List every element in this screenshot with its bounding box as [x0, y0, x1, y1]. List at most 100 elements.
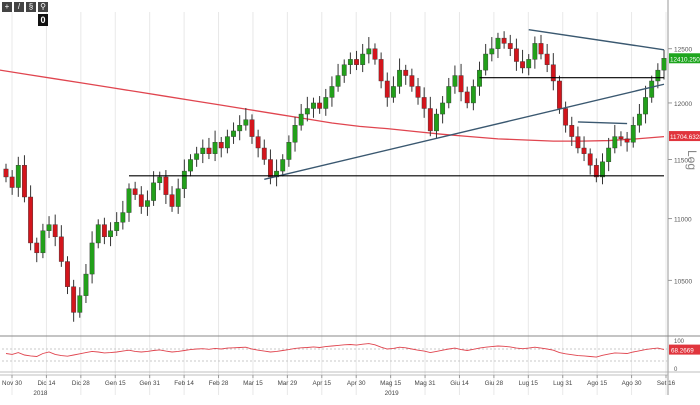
candle-body	[261, 147, 267, 160]
x-tick-label: Set 16	[657, 380, 676, 387]
candle	[409, 68, 415, 92]
candle-body	[163, 176, 169, 195]
candle-body	[427, 108, 433, 132]
zero-badge[interactable]: 0	[38, 14, 48, 26]
candle-body	[212, 142, 218, 154]
candle-body	[520, 61, 525, 69]
candle-body	[237, 125, 243, 132]
y-tick-label: 10500	[674, 278, 692, 285]
candle-body	[557, 80, 562, 109]
candle-body	[175, 188, 181, 207]
candle-body	[335, 75, 341, 87]
candle	[372, 43, 378, 65]
x-tick-label: Dic 14	[37, 380, 55, 387]
candle	[397, 58, 402, 94]
candle	[513, 38, 519, 71]
x-tick-label: Gen 15	[105, 380, 126, 387]
x-tick-label: Mag 15	[380, 380, 402, 387]
candle-body	[292, 125, 298, 143]
candle-body	[200, 147, 206, 154]
candle	[624, 131, 630, 152]
x-tick-label: Dic 28	[72, 380, 90, 387]
ma-200-line	[0, 69, 665, 142]
candle-body	[224, 136, 230, 149]
candle-body	[188, 159, 193, 172]
candle	[274, 159, 279, 187]
candle	[52, 214, 58, 247]
ma-value-tag-bg	[669, 131, 700, 142]
candle-body	[661, 58, 667, 71]
candle-body	[89, 242, 95, 275]
candle	[329, 76, 335, 107]
moving-average-line	[0, 69, 665, 142]
y-tick-label: 12000	[674, 101, 692, 108]
candle	[249, 114, 255, 144]
candle-body	[120, 212, 126, 223]
candle-body	[649, 80, 655, 98]
candle	[366, 37, 372, 64]
y-axis: 12500 12000 11500 11000 10500 Log	[667, 0, 699, 395]
candle	[587, 148, 593, 175]
candle-body	[470, 86, 476, 104]
candle-body	[22, 165, 27, 198]
candle	[378, 52, 384, 89]
candle	[65, 256, 70, 295]
candle	[120, 200, 126, 230]
candle	[464, 86, 470, 109]
candle	[489, 37, 495, 62]
candle-body	[421, 97, 427, 109]
candle-body	[243, 119, 249, 126]
candle	[218, 136, 224, 158]
candle-body	[304, 108, 310, 115]
candle	[28, 185, 34, 251]
candle	[391, 76, 396, 103]
trendlines	[128, 29, 665, 180]
candle	[206, 137, 212, 160]
candle	[655, 63, 661, 89]
candle-body	[366, 48, 372, 55]
zoom-tool-icon[interactable]: ⚲	[38, 2, 48, 12]
candle	[354, 50, 359, 71]
candle-body	[384, 80, 390, 98]
candle-body	[581, 147, 587, 154]
candle	[403, 64, 409, 85]
crosshair-tool-icon[interactable]: +	[2, 2, 12, 12]
candle	[132, 181, 138, 200]
line-tool-icon[interactable]: /	[14, 2, 24, 12]
chart-toolbar: + / § ⚲	[2, 2, 48, 12]
candle	[181, 159, 187, 199]
last-price-tag: 12410.2500	[670, 56, 700, 63]
candle-body	[434, 113, 439, 132]
candle-body	[550, 64, 556, 82]
candle	[194, 146, 200, 167]
candle-body	[126, 188, 132, 213]
candle-body	[489, 48, 495, 55]
oscillator-line	[5, 343, 665, 358]
candle	[292, 116, 298, 152]
candle-body	[409, 75, 415, 87]
candle-body	[157, 176, 163, 184]
candle	[593, 158, 599, 183]
candle	[317, 96, 323, 114]
candle	[175, 178, 181, 214]
candle-body	[138, 194, 144, 207]
candle-body	[298, 113, 304, 126]
candle-body	[501, 37, 507, 44]
settings-tool-icon[interactable]: §	[26, 2, 36, 12]
ma-value-tag: 11704.6328	[670, 134, 700, 141]
candle-body	[446, 86, 452, 104]
candles	[3, 31, 667, 322]
candle	[569, 116, 575, 146]
candle-body	[477, 69, 482, 87]
candle-body	[194, 153, 200, 160]
y-tick-label: 11500	[674, 157, 692, 164]
candle	[446, 77, 452, 109]
candle-body	[28, 196, 34, 244]
candle-body	[440, 102, 446, 115]
candle	[526, 54, 532, 76]
candle-body	[655, 69, 661, 82]
candle	[427, 96, 433, 137]
candle-body	[372, 48, 378, 60]
x-tick-label: Ago 15	[587, 380, 607, 387]
